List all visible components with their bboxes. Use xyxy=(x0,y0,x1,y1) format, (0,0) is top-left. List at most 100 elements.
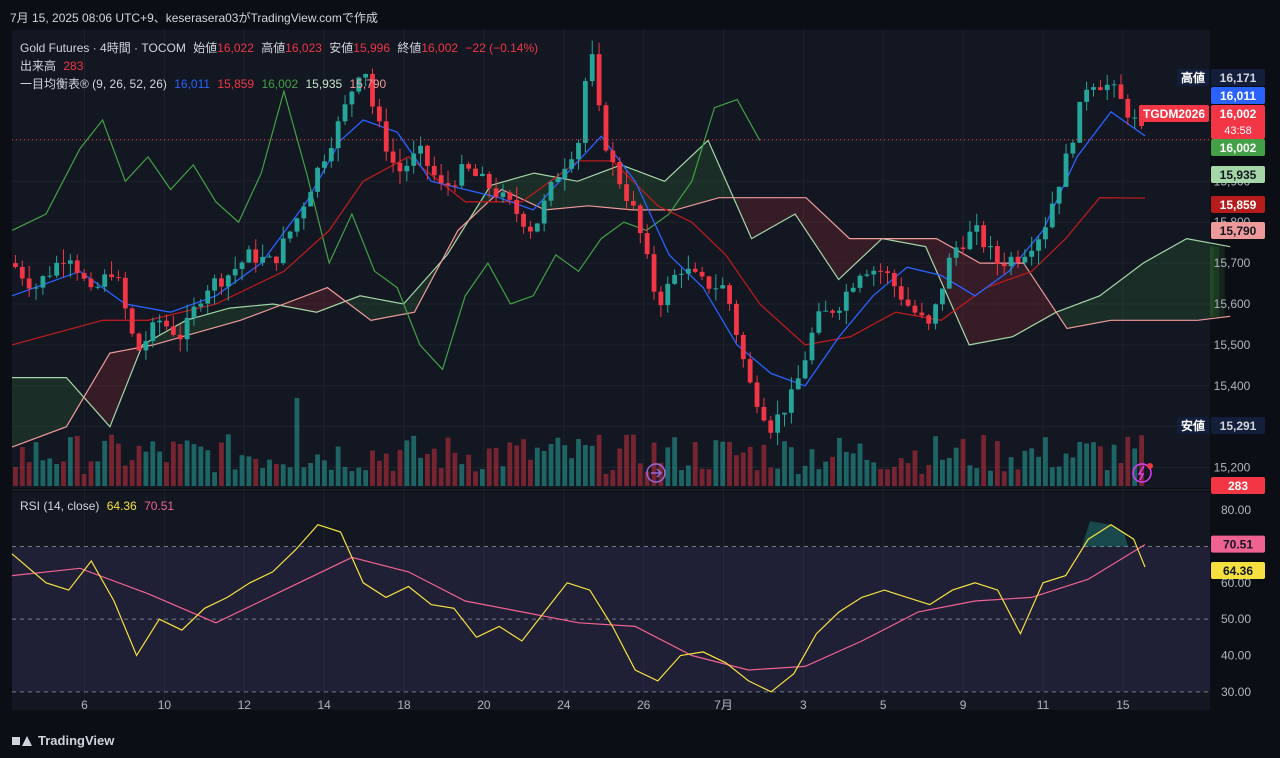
candle-body xyxy=(1070,142,1076,154)
legend-symbol[interactable]: Gold Futures · 4時間 · TOCOM xyxy=(20,41,186,55)
volume-bar xyxy=(843,451,849,486)
cloud-fill-segment xyxy=(510,178,516,197)
cloud-fill-segment xyxy=(139,343,145,353)
volume-bar xyxy=(1022,450,1028,486)
rsi-value-label: 70.51 xyxy=(1223,538,1253,552)
volume-bar xyxy=(1077,441,1083,486)
rsi-axis-tick: 30.00 xyxy=(1221,685,1251,699)
volume-bar xyxy=(830,456,835,486)
volume-bar xyxy=(740,452,746,486)
cloud-fill-segment xyxy=(765,197,771,231)
volume-bar xyxy=(294,398,300,486)
cloud-fill-segment xyxy=(12,377,18,448)
legend-rsi-label[interactable]: RSI (14, close) xyxy=(20,499,100,513)
price-axis-tick: 15,600 xyxy=(1214,297,1251,311)
candle-body xyxy=(1091,87,1096,90)
candle-body xyxy=(596,54,602,106)
cloud-fill-segment xyxy=(1064,307,1070,329)
event-lightning-icon[interactable] xyxy=(1132,463,1152,483)
volume-bar xyxy=(1043,437,1048,486)
candle-body xyxy=(425,145,430,166)
rsi-axis-tick: 50.00 xyxy=(1221,612,1251,626)
cloud-fill-segment xyxy=(1025,265,1031,330)
volume-bar xyxy=(974,468,980,486)
candle-body xyxy=(122,277,128,309)
candle-body xyxy=(967,231,973,250)
candle-body xyxy=(685,268,691,274)
candle-body xyxy=(850,287,856,292)
candle-body xyxy=(253,249,259,263)
cloud-fill-segment xyxy=(1210,244,1220,318)
cloud-fill-segment xyxy=(1019,263,1026,333)
cloud-fill-segment xyxy=(56,377,62,431)
cloud-fill-segment xyxy=(859,238,865,261)
candle-body xyxy=(706,276,712,289)
price-label-box xyxy=(1211,477,1265,494)
candle-body xyxy=(267,256,272,258)
candle-body xyxy=(1111,84,1117,86)
volume-bar xyxy=(493,447,499,486)
cloud-fill-segment xyxy=(665,175,671,210)
cloud-fill-segment xyxy=(1191,239,1197,321)
price-label-value: 283 xyxy=(1228,479,1248,493)
cloud-fill-segment xyxy=(1210,245,1225,317)
cloud-fill-segment xyxy=(1036,282,1042,324)
cloud-fill-segment xyxy=(239,306,245,321)
cloud-fill-segment xyxy=(1058,309,1065,325)
event-arrow-icon[interactable] xyxy=(646,463,666,483)
price-label-value: 16,171 xyxy=(1220,71,1257,85)
time-axis-tick: 5 xyxy=(880,698,887,712)
volume-bar xyxy=(1056,466,1062,486)
legend-ichimoku-label[interactable]: 一目均衡表® (9, 26, 52, 26) xyxy=(20,77,167,91)
cloud-fill-segment xyxy=(571,180,577,208)
volume-bar xyxy=(157,451,163,486)
candle-body xyxy=(19,266,25,279)
candle-body xyxy=(342,104,348,122)
candle-body xyxy=(747,359,753,383)
cloud-fill-segment xyxy=(322,287,328,311)
volume-bar xyxy=(61,461,66,486)
candle-body xyxy=(143,341,149,351)
candle-body xyxy=(507,192,513,200)
price-label-box xyxy=(1211,166,1265,183)
volume-bar xyxy=(342,466,348,486)
candle-body xyxy=(994,246,1000,264)
cloud-fill-segment xyxy=(986,263,993,342)
volume-bar xyxy=(466,454,472,486)
volume-bar xyxy=(232,469,238,486)
candle-body xyxy=(308,191,314,207)
cloud-fill-segment xyxy=(316,289,323,313)
cloud-fill-segment xyxy=(1086,298,1092,325)
legend-volume-label[interactable]: 出来高 xyxy=(20,59,57,73)
candle-body xyxy=(1084,89,1090,102)
cloud-fill-segment xyxy=(1152,254,1159,321)
candle-body xyxy=(562,168,568,179)
header-bar: 7月 15, 2025 08:06 UTC+9、keserasera03がTra… xyxy=(0,0,1280,30)
cloud-fill-segment xyxy=(698,144,705,204)
candle-body xyxy=(871,270,877,275)
cloud-fill-segment xyxy=(748,197,754,238)
cloud-fill-segment xyxy=(709,143,716,201)
candle-body xyxy=(926,315,932,324)
candle-body xyxy=(1056,186,1062,204)
cloud-fill-segment xyxy=(294,297,300,310)
cloud-fill-segment xyxy=(842,232,849,276)
cloud-fill-segment xyxy=(23,377,29,443)
candle-body xyxy=(418,145,423,154)
chart-area[interactable]: 16,30016,00015,90015,80015,70015,60015,5… xyxy=(0,30,1280,720)
cloud-fill-segment xyxy=(128,348,134,381)
candle-body xyxy=(150,322,156,342)
legend-low: 15,996 xyxy=(353,41,390,55)
candle-body xyxy=(102,274,108,287)
cloud-fill-segment xyxy=(737,197,743,219)
volume-bar xyxy=(624,434,629,486)
volume-bar xyxy=(548,443,554,486)
volume-bar xyxy=(1070,457,1076,486)
candle-body xyxy=(1063,153,1069,187)
volume-bar xyxy=(685,465,691,486)
candle-body xyxy=(891,272,897,287)
cloud-fill-segment xyxy=(781,197,788,222)
cloud-fill-segment xyxy=(50,377,57,433)
cloud-fill-segment xyxy=(1208,242,1210,320)
time-axis-tick: 9 xyxy=(960,698,967,712)
